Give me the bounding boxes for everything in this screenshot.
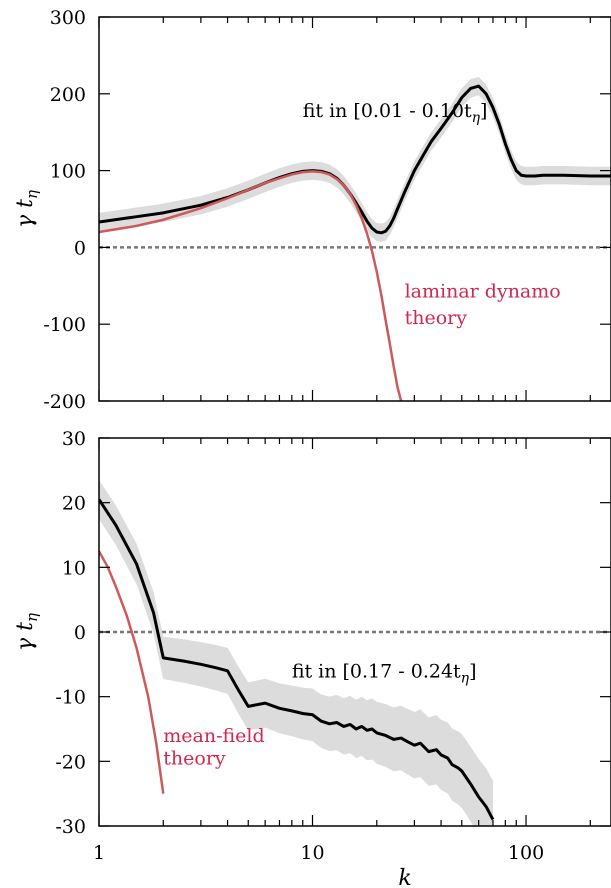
- y-axis-label: γ tη: [13, 190, 41, 228]
- fit-uncertainty-band: [99, 76, 611, 243]
- y-tick-label: 200: [50, 84, 86, 106]
- y-tick-label: -200: [43, 391, 86, 413]
- y-tick-label: 100: [50, 161, 86, 183]
- x-tick-label: 10: [300, 842, 324, 864]
- panel-1: 300 200 100 0 -100 -200 γ tη fit in [0.01 - 0.1…: [13, 7, 611, 413]
- annotation: fit in [0.01 - 0.10tη]: [303, 100, 488, 126]
- annotation: laminar dynamo: [405, 280, 561, 302]
- annotation: theory: [405, 307, 468, 329]
- theory-curve: [99, 550, 165, 794]
- y-axis-label: γ tη: [13, 613, 41, 651]
- annotation: fit in [0.17 - 0.24tη]: [292, 660, 477, 686]
- y-tick-label: 10: [62, 557, 86, 579]
- y-tick-label: 300: [50, 7, 86, 29]
- plot-area: [99, 480, 611, 826]
- x-tick-label: 1: [93, 842, 105, 864]
- theory-curve: [99, 170, 403, 401]
- y-tick-label: 30: [62, 428, 86, 450]
- y-tick-label: 20: [62, 493, 86, 515]
- x-tick-label: 100: [508, 842, 544, 864]
- plot-area: [99, 76, 611, 401]
- y-tick-label: 0: [74, 237, 86, 259]
- plot-frame: [98, 16, 611, 402]
- annotation: mean-field: [163, 725, 264, 747]
- y-tick-label: -100: [43, 314, 86, 336]
- annotation: theory: [163, 748, 226, 770]
- fit-curve: [99, 498, 495, 821]
- y-tick-label: -30: [55, 816, 86, 838]
- y-tick-label: -10: [55, 687, 86, 709]
- x-axis-label: k: [398, 866, 411, 888]
- y-tick-label: 0: [74, 622, 86, 644]
- y-tick-label: -20: [55, 751, 86, 773]
